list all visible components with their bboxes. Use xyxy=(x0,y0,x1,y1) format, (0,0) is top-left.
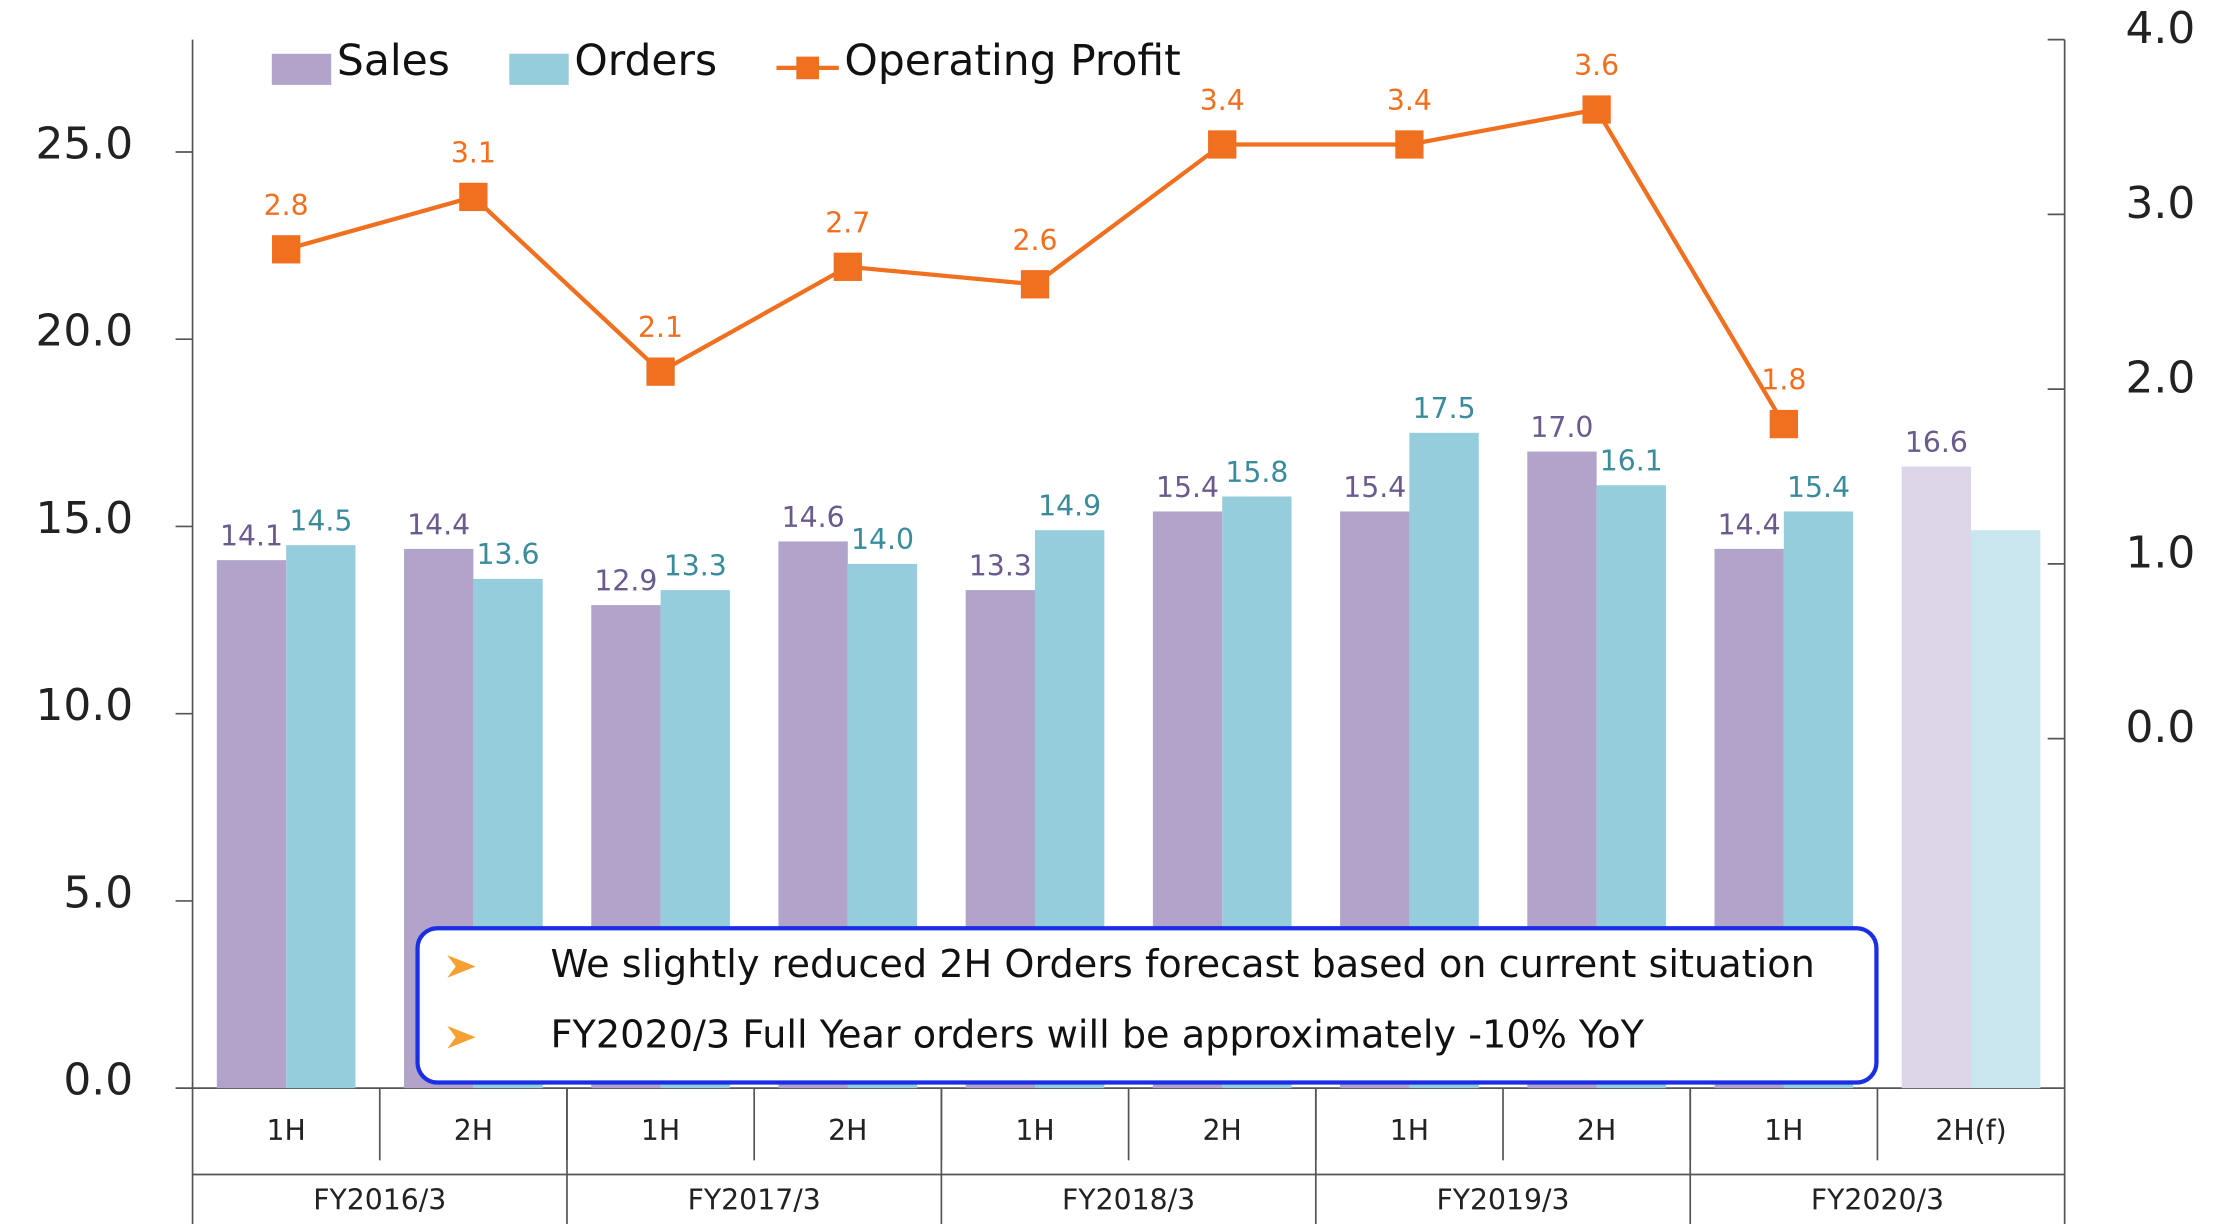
data-label: 15.8 xyxy=(1225,456,1288,489)
data-label: 17.0 xyxy=(1530,411,1593,444)
x-tick-label: 1H xyxy=(1390,1114,1429,1147)
legend-label: Orders xyxy=(574,37,717,86)
group-label: FY2017/3 xyxy=(688,1183,821,1216)
group-label: FY2018/3 xyxy=(1062,1183,1195,1216)
annotation: We slightly reduced 2H Orders forecast b… xyxy=(551,943,1815,987)
legend-swatch xyxy=(271,53,332,85)
data-label: 14.0 xyxy=(851,523,914,556)
y-tick-label: 5.0 xyxy=(63,867,133,918)
data-label: 14.1 xyxy=(220,520,283,553)
bar xyxy=(1971,530,2041,1089)
legend-marker xyxy=(796,56,819,80)
marker xyxy=(1208,130,1237,159)
y-tick-label: 25.0 xyxy=(35,118,133,169)
bullet-icon xyxy=(447,1025,476,1049)
legend-swatch xyxy=(509,53,569,85)
legend-label: Sales xyxy=(337,37,450,86)
x-tick-label: 1H xyxy=(1764,1114,1803,1147)
data-label: 13.3 xyxy=(664,549,727,582)
x-tick-label: 1H xyxy=(267,1114,306,1147)
x-tick-label: 1H xyxy=(641,1114,680,1147)
bar xyxy=(1901,466,1972,1089)
x-tick-label: 2H(f) xyxy=(1935,1114,2006,1147)
data-label: 16.6 xyxy=(1905,426,1968,459)
y2-tick-label: 3.0 xyxy=(2125,178,2195,229)
marker xyxy=(272,235,301,264)
marker xyxy=(1395,130,1424,159)
line xyxy=(285,107,1786,426)
data-label: 15.4 xyxy=(1156,471,1219,504)
marker xyxy=(833,252,862,281)
data-label: 3.4 xyxy=(1387,84,1432,117)
y2-tick-label: 1.0 xyxy=(2125,527,2195,578)
data-label: 2.8 xyxy=(264,189,309,222)
data-label: 2.7 xyxy=(825,206,870,239)
x-tick-label: 2H xyxy=(1203,1114,1242,1147)
data-label: 14.6 xyxy=(782,501,845,534)
y-tick-label: 0.0 xyxy=(63,1054,133,1105)
data-label: 15.4 xyxy=(1787,471,1850,504)
data-label: 1.8 xyxy=(1761,364,1806,397)
y2-tick-label: 2.0 xyxy=(2125,353,2195,404)
marker xyxy=(646,357,675,386)
bullet-icon xyxy=(447,955,476,978)
marker xyxy=(1769,409,1798,439)
marker xyxy=(1582,95,1611,124)
data-label: 3.6 xyxy=(1574,49,1619,82)
group-label: FY2016/3 xyxy=(313,1183,446,1216)
annotation-box xyxy=(415,926,1879,1085)
data-label: 3.4 xyxy=(1200,84,1245,117)
data-label: 15.4 xyxy=(1343,471,1406,504)
x-tick-label: 2H xyxy=(828,1114,867,1147)
data-label: 13.6 xyxy=(477,538,540,571)
data-label: 2.1 xyxy=(638,311,683,344)
data-label: 3.1 xyxy=(451,136,496,169)
marker xyxy=(1020,270,1050,299)
y-tick-label: 10.0 xyxy=(35,680,133,731)
data-label: 14.5 xyxy=(289,505,352,538)
data-label: 13.3 xyxy=(969,549,1032,582)
data-label: 2.6 xyxy=(1012,224,1057,257)
data-label: 16.1 xyxy=(1600,445,1663,478)
group-label: FY2020/3 xyxy=(1811,1183,1944,1216)
annotation: FY2020/3 Full Year orders will be approx… xyxy=(551,1014,1645,1058)
data-label: 14.4 xyxy=(1718,508,1781,541)
data-label: 14.4 xyxy=(407,508,470,541)
bar xyxy=(216,560,287,1089)
data-label: 17.5 xyxy=(1413,392,1476,425)
legend-label: Operating Profit xyxy=(844,37,1180,86)
y-tick-label: 15.0 xyxy=(35,493,133,544)
x-tick-label: 1H xyxy=(1015,1114,1054,1147)
y-tick-label: 20.0 xyxy=(35,306,133,357)
x-tick-label: 2H xyxy=(454,1114,493,1147)
bar xyxy=(286,545,356,1089)
y2-tick-label: 4.0 xyxy=(2125,3,2195,54)
marker xyxy=(459,182,488,212)
group-label: FY2019/3 xyxy=(1436,1183,1569,1216)
data-label: 14.9 xyxy=(1038,490,1101,523)
data-label: 12.9 xyxy=(594,564,657,597)
y2-tick-label: 0.0 xyxy=(2125,702,2195,753)
x-tick-label: 2H xyxy=(1577,1114,1616,1147)
